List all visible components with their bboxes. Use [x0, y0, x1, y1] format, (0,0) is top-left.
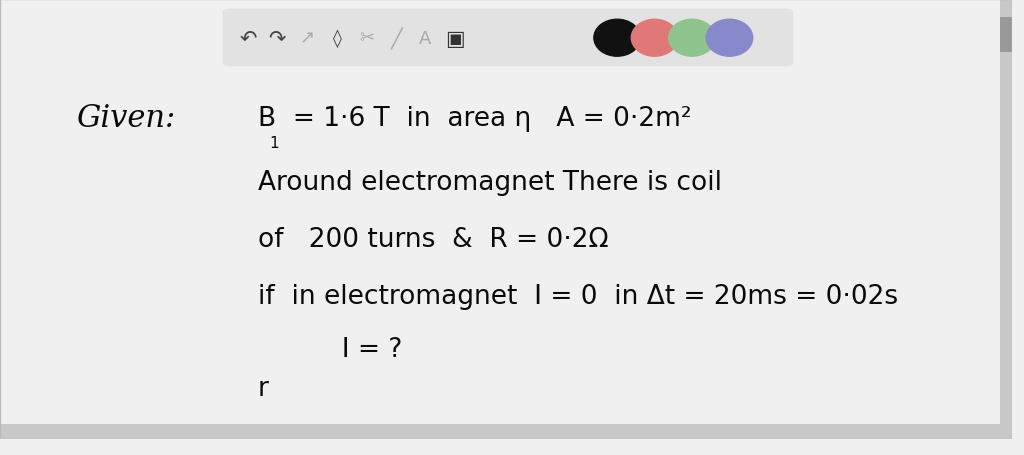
Text: Given:: Given: [76, 103, 175, 134]
Text: ✂: ✂ [359, 30, 375, 47]
Ellipse shape [707, 20, 753, 57]
Text: ↶: ↶ [240, 29, 257, 48]
Text: I = ?: I = ? [258, 336, 402, 362]
Text: ↷: ↷ [268, 29, 286, 48]
Text: of   200 turns  &  R = 0·2Ω: of 200 turns & R = 0·2Ω [258, 226, 608, 252]
FancyBboxPatch shape [0, 424, 1012, 439]
FancyBboxPatch shape [222, 10, 794, 67]
Text: ↗: ↗ [299, 30, 314, 47]
Text: Around electromagnet There is coil: Around electromagnet There is coil [258, 169, 722, 195]
Text: ╱: ╱ [391, 27, 402, 50]
Ellipse shape [669, 20, 716, 57]
FancyBboxPatch shape [999, 18, 1012, 53]
Text: 1: 1 [269, 135, 280, 150]
Text: B  = 1·6 T  in  area η   A = 0·2m²: B = 1·6 T in area η A = 0·2m² [258, 106, 691, 131]
Ellipse shape [632, 20, 678, 57]
Text: ▣: ▣ [445, 29, 465, 48]
Text: A: A [419, 30, 431, 47]
Text: if  in electromagnet  I = 0  in Δt = 20ms = 0·02s: if in electromagnet I = 0 in Δt = 20ms =… [258, 283, 898, 309]
Ellipse shape [594, 20, 640, 57]
FancyBboxPatch shape [999, 0, 1012, 439]
Text: ◊: ◊ [333, 29, 341, 48]
Text: r: r [258, 376, 269, 402]
